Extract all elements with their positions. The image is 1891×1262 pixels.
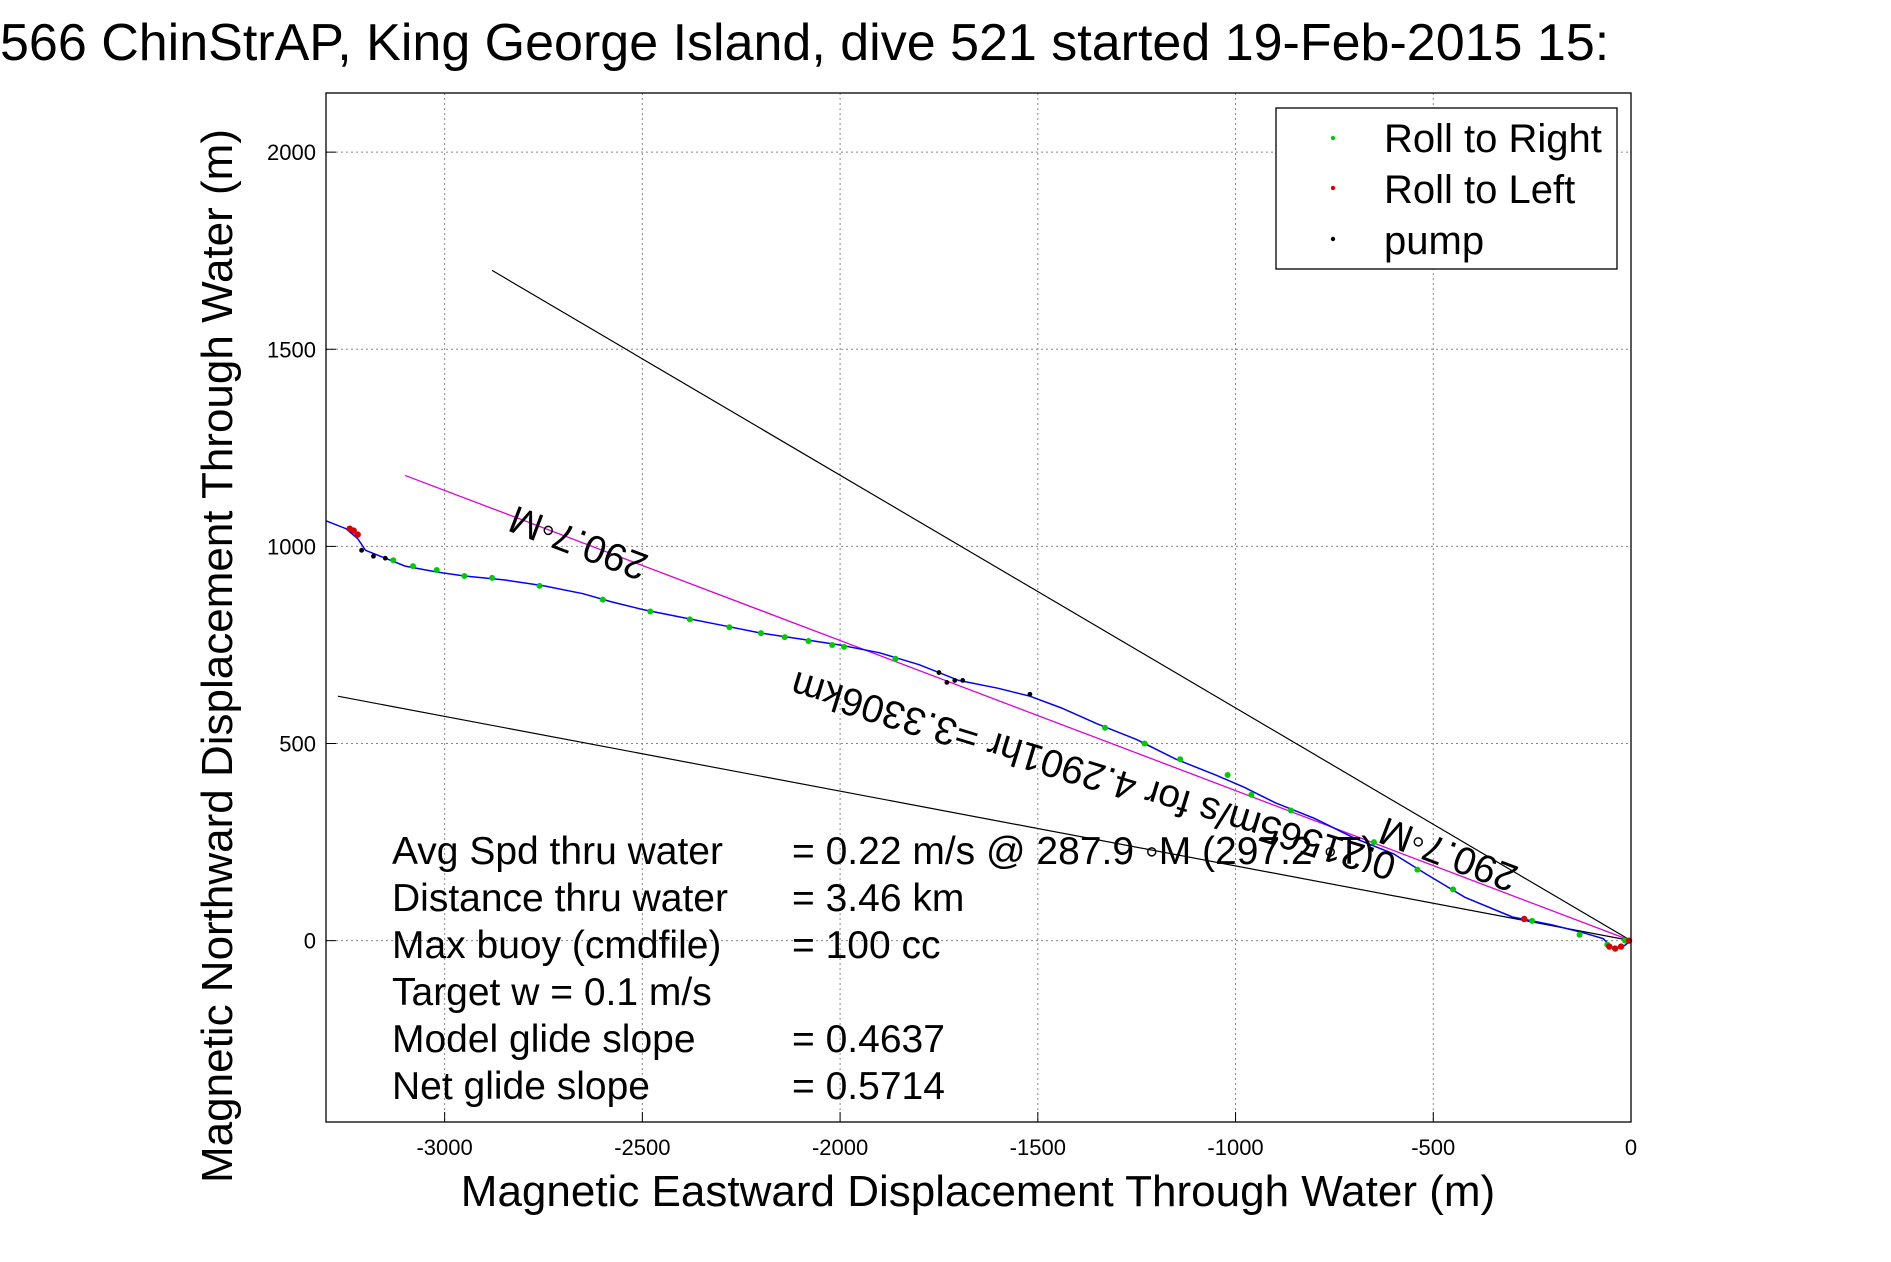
x-tick-label: -2000 — [812, 1135, 868, 1160]
plot-frame — [325, 92, 1632, 1123]
pump-point — [359, 547, 364, 553]
roll-right-point — [433, 567, 440, 574]
pump-point — [936, 670, 942, 675]
stat-label-model-glide: Model glide slope — [392, 1018, 696, 1061]
legend-marker-pump — [1330, 236, 1336, 242]
x-tick-label: -1500 — [1010, 1135, 1066, 1160]
y-tick-label: 0 — [304, 929, 316, 954]
stat-value-model-glide: = 0.4637 — [792, 1018, 945, 1061]
roll-right-point — [892, 655, 899, 662]
roll-right-point — [1248, 791, 1255, 798]
pump-point — [944, 680, 950, 685]
stat-label-max-buoy: Max buoy (cmdfile) — [392, 924, 721, 967]
pump-point — [1027, 691, 1033, 697]
cone-line — [337, 695, 1632, 942]
roll-left-point — [1606, 943, 1613, 950]
stats-block: Avg Spd thru water = 0.22 m/s @ 287.9 ◦M… — [392, 830, 1374, 1108]
x-tick-label: 0 — [1625, 1135, 1637, 1160]
roll-right-point — [1224, 772, 1231, 779]
roll-right-point — [1141, 740, 1148, 747]
marker-group — [346, 525, 1633, 952]
roll-right-point — [1450, 886, 1457, 893]
roll-right-point — [1177, 756, 1184, 763]
x-tick-label: -1000 — [1207, 1135, 1263, 1160]
legend-label-pump: pump — [1384, 219, 1484, 263]
roll-right-point — [599, 596, 606, 603]
stat-label-avg-speed: Avg Spd thru water — [392, 830, 723, 873]
heading-line-path — [404, 474, 1632, 942]
pump-point — [952, 678, 958, 683]
tick-labels: -3000 -2500 -2000 -1500 -1000 -500 0 0 500 1000 15… — [267, 140, 1637, 1160]
roll-right-point — [390, 557, 397, 564]
chart-title: 566 ChinStrAP, King George Island, dive … — [0, 14, 1609, 72]
legend-marker-roll-right — [1330, 135, 1336, 141]
pump-point — [371, 553, 376, 559]
pump-point — [960, 678, 966, 683]
stat-label-distance: Distance thru water — [392, 877, 728, 920]
roll-right-point — [489, 574, 496, 581]
y-tick-label: 500 — [279, 732, 316, 757]
y-tick-label: 2000 — [267, 140, 316, 165]
cone-lines — [337, 269, 1632, 942]
x-tick-label: -2500 — [614, 1135, 670, 1160]
roll-left-point — [1611, 945, 1619, 952]
legend: Roll to Right Roll to Left pump — [1275, 107, 1618, 270]
roll-right-point — [781, 634, 788, 641]
roll-right-point — [1576, 931, 1583, 938]
x-tick-label: -3000 — [416, 1135, 472, 1160]
stat-value-net-glide: = 0.5714 — [792, 1065, 945, 1108]
roll-right-point — [829, 641, 836, 648]
roll-right-point — [1370, 839, 1377, 846]
legend-marker-roll-left — [1330, 185, 1336, 191]
roll-left-point — [354, 531, 361, 538]
stat-value-distance: = 3.46 km — [792, 877, 964, 920]
roll-right-point — [1529, 917, 1536, 924]
roll-left-point — [1521, 915, 1528, 923]
stat-value-avg-speed: = 0.22 m/s @ 287.9 ◦M (297.2 ◦T) — [792, 830, 1374, 873]
stat-value-max-buoy: = 100 cc — [792, 924, 941, 967]
stat-label-net-glide: Net glide slope — [392, 1065, 650, 1108]
track-line — [325, 520, 1632, 950]
roll-right-point — [461, 572, 468, 579]
roll-right-point — [686, 616, 693, 623]
roll-left-point — [1617, 943, 1625, 950]
roll-right-point — [841, 643, 848, 650]
stat-label-target-w: Target w = 0.1 m/s — [392, 971, 712, 1014]
roll-right-point — [1287, 807, 1294, 814]
y-tick-label: 1500 — [267, 337, 316, 362]
roll-right-point — [805, 638, 812, 645]
legend-label-roll-left: Roll to Left — [1384, 168, 1575, 212]
roll-right-point — [647, 608, 654, 615]
roll-right-point — [410, 563, 416, 570]
roll-right-point — [758, 630, 764, 637]
roll-left-point — [346, 525, 353, 532]
roll-right-point — [726, 624, 733, 631]
y-tick-label: 1000 — [267, 534, 316, 559]
heading-line — [404, 474, 1632, 942]
pump-point — [382, 555, 388, 561]
x-axis-label: Magnetic Eastward Displacement Through W… — [461, 1167, 1495, 1216]
track-group — [325, 520, 1632, 950]
roll-right-point — [1414, 866, 1421, 873]
roll-right-point — [1102, 724, 1109, 731]
cone-line — [491, 269, 1632, 942]
y-axis-label: Magnetic Northward Displacement Through … — [193, 129, 242, 1183]
x-tick-label: -500 — [1411, 1135, 1455, 1160]
legend-label-roll-right: Roll to Right — [1384, 117, 1602, 161]
roll-right-point — [536, 582, 543, 589]
